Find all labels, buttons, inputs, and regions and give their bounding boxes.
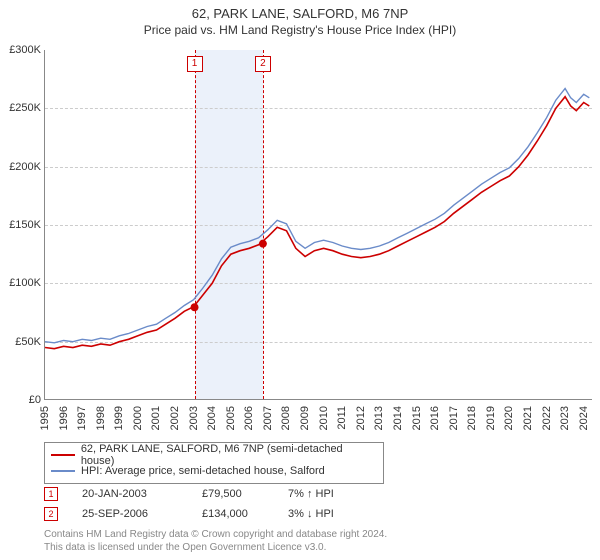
- x-axis-label: 2024: [578, 406, 590, 430]
- legend-swatch: [51, 454, 75, 456]
- footer-line-2: This data is licensed under the Open Gov…: [44, 541, 387, 554]
- x-axis-label: 2003: [188, 406, 200, 430]
- x-axis-label: 2020: [503, 406, 515, 430]
- y-axis-label: £100K: [1, 277, 41, 289]
- x-axis-label: 1997: [76, 406, 88, 430]
- y-axis-label: £50K: [1, 336, 41, 348]
- x-axis-label: 2021: [522, 406, 534, 430]
- legend-swatch: [51, 470, 75, 472]
- x-axis-label: 2008: [280, 406, 292, 430]
- x-axis-label: 2001: [150, 406, 162, 430]
- y-axis-label: £250K: [1, 102, 41, 114]
- x-axis-label: 2012: [355, 406, 367, 430]
- x-axis-label: 2019: [485, 406, 497, 430]
- transaction-price: £79,500: [202, 488, 288, 500]
- y-axis-label: £200K: [1, 161, 41, 173]
- legend: 62, PARK LANE, SALFORD, M6 7NP (semi-det…: [44, 442, 384, 484]
- series-hpi: [45, 89, 589, 343]
- chart-subtitle: Price paid vs. HM Land Registry's House …: [0, 23, 600, 37]
- sale-point-dot: [259, 240, 267, 248]
- x-axis-label: 2016: [429, 406, 441, 430]
- legend-item: 62, PARK LANE, SALFORD, M6 7NP (semi-det…: [51, 447, 377, 463]
- x-axis-label: 2004: [206, 406, 218, 430]
- x-axis-label: 1995: [39, 406, 51, 430]
- attribution-footer: Contains HM Land Registry data © Crown c…: [44, 528, 387, 554]
- transaction-table: 1 20-JAN-2003£79,5007% ↑ HPI 2 25-SEP-2006£…: [44, 484, 388, 524]
- y-axis-label: £150K: [1, 219, 41, 231]
- x-axis-label: 2002: [169, 406, 181, 430]
- x-axis-label: 1999: [113, 406, 125, 430]
- x-axis-label: 2007: [262, 406, 274, 430]
- transaction-hpi-diff: 3% ↓ HPI: [288, 508, 388, 520]
- transaction-row: 1 20-JAN-2003£79,5007% ↑ HPI: [44, 484, 388, 504]
- series-property: [45, 97, 589, 349]
- x-axis-label: 2013: [373, 406, 385, 430]
- x-axis-label: 2009: [299, 406, 311, 430]
- x-axis-label: 1996: [58, 406, 70, 430]
- x-axis-label: 2006: [243, 406, 255, 430]
- x-axis-label: 1998: [95, 406, 107, 430]
- x-axis-label: 2018: [466, 406, 478, 430]
- y-axis-label: £0: [1, 394, 41, 406]
- x-axis-label: 2011: [336, 406, 348, 430]
- x-axis-label: 2005: [225, 406, 237, 430]
- sale-point-dot: [191, 303, 199, 311]
- x-axis-label: 2014: [392, 406, 404, 430]
- transaction-date: 20-JAN-2003: [82, 488, 202, 500]
- x-axis-label: 2010: [318, 406, 330, 430]
- x-axis-label: 2022: [541, 406, 553, 430]
- y-axis-label: £300K: [1, 44, 41, 56]
- transaction-hpi-diff: 7% ↑ HPI: [288, 488, 388, 500]
- chart-title: 62, PARK LANE, SALFORD, M6 7NP: [0, 6, 600, 21]
- transaction-price: £134,000: [202, 508, 288, 520]
- x-axis-label: 2023: [559, 406, 571, 430]
- transaction-date: 25-SEP-2006: [82, 508, 202, 520]
- transaction-row: 2 25-SEP-2006£134,0003% ↓ HPI: [44, 504, 388, 524]
- chart-svg: [45, 50, 593, 400]
- legend-label: 62, PARK LANE, SALFORD, M6 7NP (semi-det…: [81, 443, 377, 467]
- transaction-marker: 2: [44, 507, 58, 521]
- x-axis-label: 2017: [448, 406, 460, 430]
- footer-line-1: Contains HM Land Registry data © Crown c…: [44, 528, 387, 541]
- x-axis-label: 2000: [132, 406, 144, 430]
- transaction-marker: 1: [44, 487, 58, 501]
- price-chart: £0£50K£100K£150K£200K£250K£300K199519961…: [44, 50, 592, 400]
- legend-label: HPI: Average price, semi-detached house,…: [81, 465, 325, 477]
- x-axis-label: 2015: [411, 406, 423, 430]
